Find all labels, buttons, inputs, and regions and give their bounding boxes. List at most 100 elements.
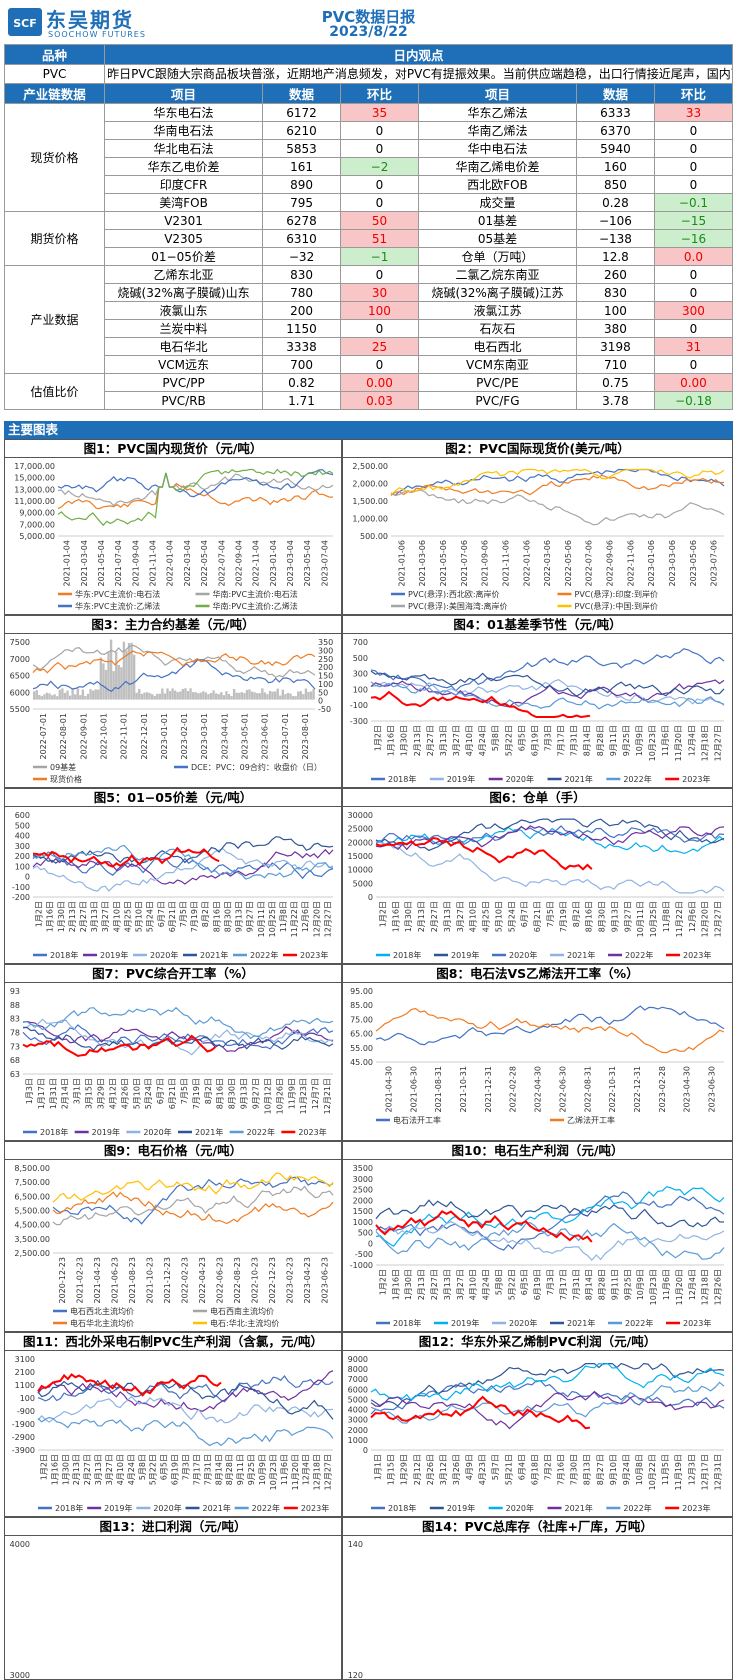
item-value: 700 — [262, 355, 342, 374]
legend-label: 2022年 — [250, 950, 278, 960]
legend-label: 2021年 — [195, 1127, 223, 1137]
y-tick-label: 30000 — [348, 811, 373, 820]
x-tick-label: 10月22日 — [648, 1454, 657, 1490]
x-tick-label: 2月26日 — [426, 1454, 435, 1485]
basis-bar — [61, 688, 64, 700]
x-tick-label: 7月17日 — [192, 1454, 201, 1485]
item-name: 01基差 — [417, 211, 577, 230]
x-tick-label: 5月24日 — [146, 901, 155, 932]
x-tick-label: 1月16日 — [50, 1454, 59, 1485]
basis-bar — [148, 692, 151, 700]
x-tick-label: 2023-06-30 — [708, 1066, 717, 1113]
legend-label: 2019年 — [100, 950, 128, 960]
basis-bar — [84, 696, 87, 700]
item-value: 12.8 — [575, 247, 655, 266]
y-tick-label: 3500 — [353, 1164, 373, 1173]
x-tick-label: 6月5日 — [520, 1269, 529, 1295]
x-tick-label: 2022-08-01 — [59, 713, 68, 760]
x-tick-label: 2023-05-06 — [689, 540, 698, 587]
legend-label: 电石法开工率 — [393, 1115, 441, 1125]
basis-bar — [38, 694, 41, 700]
legend-label: PVC(悬浮):西北欧:离岸价 — [408, 589, 500, 599]
col-header: 环比 — [340, 83, 419, 104]
basis-bar — [281, 689, 285, 700]
y-tick-label: 25000 — [348, 825, 373, 834]
series-line — [375, 1221, 725, 1260]
basis-bar — [176, 692, 179, 700]
x-tick-label: 4月10日 — [469, 901, 478, 932]
legend-label: 2023年 — [682, 774, 710, 784]
x-tick-label: 10月8日 — [635, 1454, 644, 1485]
basis-bar — [286, 692, 290, 700]
basis-bar — [279, 695, 282, 700]
item-name: 兰炭中料 — [104, 319, 264, 338]
series-line — [390, 489, 725, 526]
y-tick-label: 2000 — [353, 1196, 373, 1205]
y-tick-label: 7,000.00 — [19, 520, 55, 529]
y-tick-label: 3000 — [353, 1175, 373, 1184]
y-tick-label: -500 — [355, 1250, 373, 1259]
y-tick-label: 83 — [10, 1015, 20, 1024]
x-tick-label: 2023-03-06 — [668, 540, 677, 587]
y-tick-label: 3000 — [348, 1416, 368, 1425]
x-tick-label: 8月2日 — [572, 901, 581, 927]
legend-label: 2018年 — [388, 1503, 416, 1513]
basis-bar — [102, 663, 105, 700]
x-tick-label: 8月27日 — [596, 1454, 605, 1485]
x-tick-label: 5月8日 — [494, 1269, 503, 1295]
chart-title: 图14：PVC总库存（社库+厂库，万吨） — [343, 1518, 732, 1536]
legend-label: 电石西南主流均价 — [210, 1306, 274, 1316]
x-tick-label: 7月5日 — [179, 901, 188, 927]
basis-bar — [161, 688, 164, 700]
basis-bar — [145, 692, 149, 700]
legend-label: 2022年 — [625, 1318, 653, 1328]
chart-title: 图2：PVC国际现货价(美元/吨） — [343, 440, 732, 458]
item-change: −16 — [653, 229, 734, 248]
x-tick-label: 2023-01-01 — [160, 713, 169, 760]
x-tick-label: 12月18日 — [700, 725, 709, 761]
x-tick-label: 12月18日 — [701, 1269, 710, 1305]
y-tick-label: 20000 — [348, 838, 373, 847]
item-name: 01−05价差 — [104, 247, 264, 266]
x-tick-label: 10月9日 — [636, 1269, 645, 1300]
series-line — [375, 818, 725, 852]
y-tick-label: 78 — [10, 1029, 20, 1038]
basis-bar — [35, 690, 38, 700]
x-tick-label: 8月13日 — [583, 1454, 592, 1485]
basis-bar — [186, 691, 190, 700]
item-name: PVC/RB — [104, 391, 264, 410]
x-tick-label: 2022-07-06 — [585, 540, 594, 587]
basis-bar — [199, 692, 202, 700]
x-tick-label: 3月13日 — [94, 1454, 103, 1485]
x-tick-label: 2022-09-04 — [234, 540, 243, 587]
x-tick-label: 2022-10-31 — [608, 1066, 617, 1113]
series-line — [52, 1176, 334, 1225]
product-name: PVC — [3, 64, 106, 84]
x-tick-label: 10月11日 — [257, 901, 266, 937]
item-change: 50 — [340, 211, 419, 230]
y-tick-label: 4,500.00 — [14, 1221, 50, 1230]
item-change: −15 — [653, 211, 734, 230]
legend-label: 2022年 — [623, 774, 651, 784]
chart-title: 图5：01−05价差（元/吨） — [5, 789, 341, 807]
x-tick-label: 7月19日 — [559, 901, 568, 932]
basis-bar — [86, 693, 90, 700]
item-change: 100 — [340, 301, 419, 320]
y-tick-label: 45.00 — [350, 1058, 373, 1067]
item-value: 160 — [575, 157, 655, 176]
x-tick-label: 2023-06-01 — [261, 713, 270, 760]
y-tick-label: 4000 — [10, 1540, 30, 1549]
basis-bar — [43, 694, 46, 700]
x-tick-label: 1月30日 — [400, 725, 409, 756]
x-tick-label: 11月8日 — [662, 901, 671, 932]
item-value: 200 — [262, 301, 342, 320]
x-tick-label: 12月18日 — [313, 1454, 322, 1490]
series-line — [32, 844, 334, 880]
chart-svg: 700 500 300 100 -100 -300 1月2日 1月16日 1月30日 2月13日 2… — [350, 638, 725, 784]
item-name: VCM远东 — [104, 355, 264, 374]
x-tick-label: 6月19日 — [171, 1454, 180, 1485]
item-value: 830 — [575, 283, 655, 302]
basis-bar — [48, 693, 51, 700]
x-tick-label: 12月31日 — [713, 1454, 722, 1490]
item-value: 1150 — [262, 319, 342, 338]
